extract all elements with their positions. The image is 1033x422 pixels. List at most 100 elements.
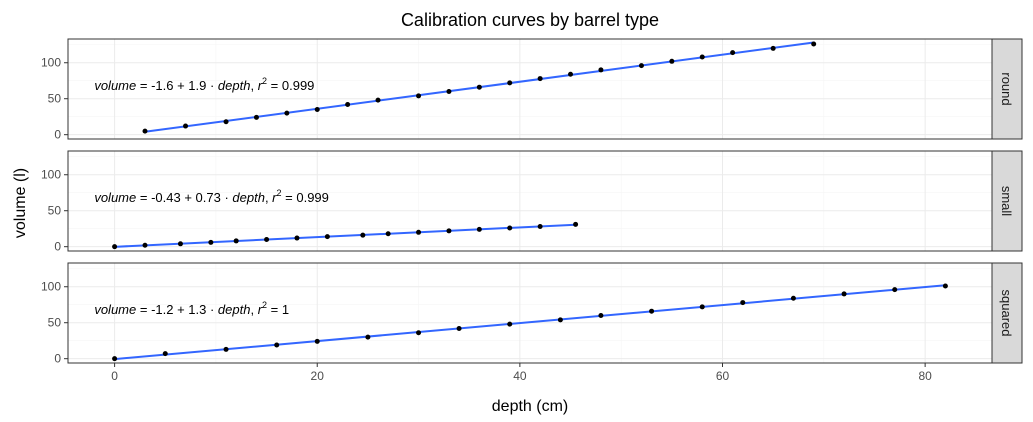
data-point	[699, 54, 705, 60]
panel-background	[68, 263, 992, 363]
data-point	[446, 228, 452, 234]
equation-coefficients: -0.43 + 0.73 ·	[151, 190, 232, 205]
data-point	[537, 224, 543, 230]
data-point	[253, 114, 259, 120]
y-axis-title: volume (l)	[12, 168, 29, 238]
y-tick-label: 50	[48, 316, 62, 330]
data-point	[790, 295, 796, 301]
data-point	[476, 84, 482, 90]
data-point	[568, 71, 574, 77]
regression-equation: volume = -1.6 + 1.9 · depth, r2 = 0.999	[94, 76, 314, 93]
equation-r: r	[258, 302, 263, 317]
data-point	[112, 244, 118, 250]
equation-r2-value: = 1	[267, 302, 289, 317]
y-tick-label: 100	[41, 280, 61, 294]
data-point	[730, 50, 736, 56]
y-tick-label: 50	[48, 92, 62, 106]
data-point	[416, 330, 422, 336]
data-point	[385, 231, 391, 237]
facet-strip	[991, 262, 1023, 364]
data-point	[669, 58, 675, 64]
equation-operator: =	[136, 190, 151, 205]
equation-coefficients: -1.6 + 1.9 ·	[151, 78, 218, 93]
data-point	[142, 242, 148, 248]
data-point	[446, 89, 452, 95]
facet-strip-label: round	[999, 72, 1014, 105]
data-point	[324, 234, 330, 240]
equation-separator: ,	[250, 302, 257, 317]
y-tick-label: 0	[54, 240, 61, 254]
equation-operator: =	[136, 78, 151, 93]
equation-variable: depth	[218, 302, 251, 317]
data-point	[416, 93, 422, 99]
equation-r: r	[258, 78, 263, 93]
x-axis: 0 20 40 60 80	[111, 363, 932, 383]
panel-background	[68, 151, 992, 251]
equation-superscript: 2	[262, 300, 267, 310]
y-tick-label: 100	[41, 56, 61, 70]
data-point	[375, 97, 381, 103]
data-point	[233, 238, 239, 244]
data-point	[416, 229, 422, 235]
data-point	[112, 356, 118, 362]
data-point	[177, 241, 183, 247]
data-point	[770, 45, 776, 51]
panel-small: 0 50 100 volume = -0.43 + 0.73 · depth, r2 …	[41, 150, 1023, 254]
fit-line	[114, 284, 946, 361]
equation-coefficients: -1.2 + 1.3 ·	[151, 302, 218, 317]
data-point	[360, 232, 366, 238]
chart-title: Calibration curves by barrel type	[401, 10, 659, 30]
x-tick-label: 20	[311, 369, 325, 383]
data-point	[557, 317, 563, 323]
equation-superscript: 2	[262, 76, 267, 86]
equation-r2-value: = 0.999	[282, 190, 329, 205]
facet-strip	[991, 38, 1023, 140]
regression-equation: volume = -0.43 + 0.73 · depth, r2 = 0.99…	[94, 188, 329, 205]
data-point	[142, 128, 148, 134]
data-point	[638, 63, 644, 69]
facet-strip-label: small	[999, 186, 1014, 216]
panel-squared: 0 50 100 volume = -1.2 + 1.3 · depth, r2 = …	[41, 262, 1023, 366]
data-point	[598, 313, 604, 319]
x-tick-label: 80	[918, 369, 932, 383]
data-point	[223, 119, 229, 125]
data-point	[284, 110, 290, 116]
equation-r: r	[272, 190, 277, 205]
data-point	[507, 80, 513, 86]
data-point	[811, 41, 817, 47]
equation-variable: depth	[218, 78, 251, 93]
data-point	[507, 225, 513, 231]
data-point	[649, 308, 655, 314]
x-tick-label: 60	[716, 369, 730, 383]
data-point	[294, 235, 300, 241]
data-point	[507, 321, 513, 327]
data-point	[476, 226, 482, 232]
facet-strip-label: squared	[999, 290, 1014, 337]
equation-r2-value: = 0.999	[267, 78, 314, 93]
data-point	[162, 351, 168, 357]
equation-operator: =	[136, 302, 151, 317]
fit-line	[114, 223, 576, 248]
data-point	[314, 338, 320, 344]
data-point	[223, 346, 229, 352]
data-point	[573, 221, 579, 227]
data-point	[699, 304, 705, 310]
data-point	[183, 123, 189, 129]
equation-separator: ,	[265, 190, 272, 205]
equation-lhs: volume	[94, 190, 136, 205]
data-point	[274, 342, 280, 348]
data-point	[598, 67, 604, 73]
data-point	[537, 76, 543, 82]
data-point	[841, 291, 847, 297]
equation-lhs: volume	[94, 302, 136, 317]
panel-round: 0 50 100 volume = -1.6 + 1.9 · depth, r2 = …	[41, 38, 1023, 142]
data-point	[314, 107, 320, 113]
x-axis-title: depth (cm)	[492, 398, 568, 415]
equation-superscript: 2	[277, 188, 282, 198]
y-tick-label: 0	[54, 352, 61, 366]
data-point	[264, 236, 270, 242]
data-point	[942, 283, 948, 289]
x-tick-label: 0	[111, 369, 118, 383]
facet-strip	[991, 150, 1023, 252]
